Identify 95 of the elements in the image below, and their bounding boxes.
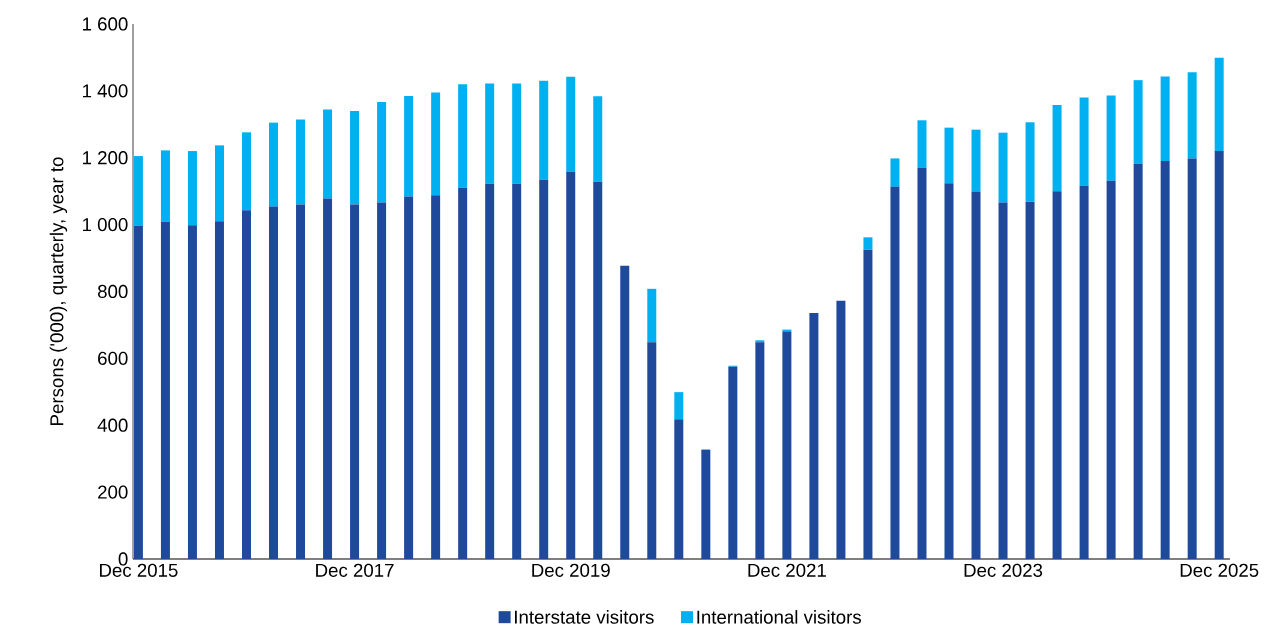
bar: [1025, 201, 1035, 559]
bar: [728, 366, 738, 559]
bar: [160, 221, 170, 559]
bar: [782, 329, 792, 332]
y-tick-label: 1 600: [83, 17, 128, 31]
bar: [782, 331, 792, 559]
y-axis-title: Persons ('000), quarterly, year to: [49, 157, 68, 425]
bar: [214, 221, 224, 559]
bar: [971, 191, 981, 559]
bar: [1106, 180, 1116, 559]
bar: [1187, 158, 1197, 559]
x-tick-label: Dec 2023: [964, 563, 1043, 577]
bar: [674, 419, 684, 559]
bar: [296, 119, 306, 205]
x-tick-label: Dec 2019: [532, 563, 610, 577]
bar: [836, 300, 846, 559]
bar: [971, 129, 981, 192]
bar: [647, 342, 657, 559]
bar: [566, 171, 576, 559]
bar: [1133, 163, 1143, 559]
x-tick-label: Dec 2015: [99, 563, 178, 577]
bar: [755, 342, 765, 559]
x-tick-label: Dec 2017: [316, 563, 394, 577]
bar: [809, 312, 819, 559]
bar: [1187, 72, 1197, 159]
bar: [701, 449, 711, 559]
bar: [377, 101, 387, 203]
bar: [1214, 57, 1224, 152]
bar: [214, 145, 224, 222]
bar: [404, 95, 414, 197]
bar: [1079, 185, 1089, 559]
bar: [187, 225, 197, 559]
bar: [998, 132, 1008, 203]
bar: [404, 196, 414, 559]
bar: [593, 181, 603, 559]
bar: [647, 288, 657, 343]
y-tick-label: 600: [98, 351, 128, 365]
bar: [1214, 151, 1224, 559]
y-tick-label: 1 000: [83, 217, 128, 232]
y-tick-label: 400: [97, 418, 128, 432]
y-tick-label: 1 200: [83, 151, 128, 165]
x-tick-label: Dec 2025: [1180, 563, 1259, 577]
bar: [242, 210, 251, 559]
bar: [863, 249, 873, 559]
bar: [431, 195, 441, 559]
bar: [269, 206, 279, 559]
bar: [944, 127, 954, 184]
bar: [593, 96, 603, 182]
bar: [485, 183, 495, 559]
bar: [1133, 80, 1143, 164]
bar: [133, 225, 143, 559]
bar: [944, 183, 954, 559]
bar: [863, 237, 873, 250]
bar: [1052, 191, 1062, 559]
bar: [323, 198, 333, 559]
x-tick-label: Dec 2021: [748, 563, 826, 577]
bar: [512, 183, 522, 559]
bar: [323, 109, 333, 199]
bar: [917, 120, 927, 168]
bar: [674, 392, 684, 420]
bar: [1106, 95, 1116, 181]
bar: [485, 83, 495, 184]
bar: [350, 110, 360, 205]
bar: [133, 156, 143, 226]
bar: [296, 204, 306, 559]
bar: [1052, 104, 1062, 192]
bar: [160, 150, 170, 222]
bar: [1160, 161, 1170, 559]
bar: [458, 84, 468, 188]
bar: [1160, 76, 1170, 162]
bar: [512, 83, 522, 184]
legend-label: Interstate visitors: [515, 610, 654, 624]
y-tick-label: 800: [97, 284, 128, 299]
bar: [755, 340, 765, 343]
bar: [1079, 97, 1089, 186]
y-tick-label: 0: [118, 552, 128, 566]
bar: [350, 204, 360, 559]
bar: [269, 122, 279, 207]
legend-label: International visitors: [697, 610, 861, 624]
bar: [890, 158, 900, 187]
bar: [917, 167, 927, 559]
bar: [539, 179, 549, 559]
bar: [566, 76, 576, 172]
bar: [377, 202, 387, 559]
bar: [539, 80, 549, 180]
y-tick-label: 1 400: [83, 84, 128, 98]
bar: [620, 265, 630, 559]
bar: [998, 202, 1008, 559]
bar: [242, 132, 251, 211]
bar: [1025, 122, 1035, 202]
bar: [890, 186, 900, 559]
bar: [187, 151, 197, 226]
bar: [458, 187, 468, 559]
y-tick-label: 200: [98, 485, 128, 499]
bar: [431, 92, 441, 196]
